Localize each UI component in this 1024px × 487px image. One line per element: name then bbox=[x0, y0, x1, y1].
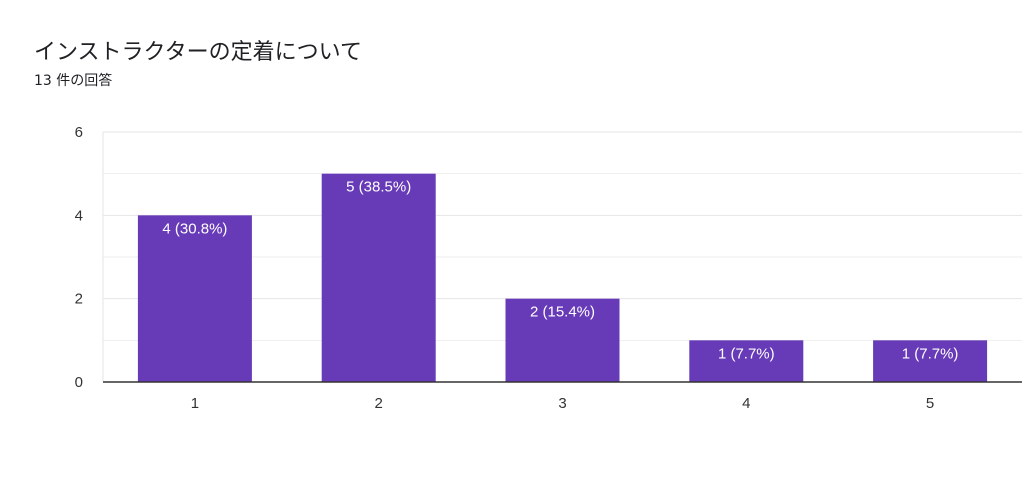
x-tick-label: 5 bbox=[926, 395, 934, 412]
y-tick-label: 4 bbox=[75, 207, 83, 224]
bar-data-label: 4 (30.8%) bbox=[162, 220, 227, 237]
bar-data-label: 5 (38.5%) bbox=[346, 179, 411, 196]
bar bbox=[873, 340, 988, 382]
bar bbox=[321, 173, 436, 382]
x-tick-label: 1 bbox=[191, 395, 199, 412]
y-tick-label: 0 bbox=[75, 374, 83, 391]
bar bbox=[137, 215, 252, 382]
bar bbox=[505, 298, 620, 382]
bar-data-label: 1 (7.7%) bbox=[718, 345, 775, 362]
x-tick-label: 3 bbox=[558, 395, 566, 412]
response-count: 13 件の回答 bbox=[34, 73, 113, 89]
y-tick-label: 2 bbox=[75, 291, 83, 308]
x-tick-label: 2 bbox=[375, 395, 383, 412]
bar bbox=[689, 340, 804, 382]
y-tick-label: 6 bbox=[75, 124, 83, 141]
chart-title: インストラクターの定着について bbox=[34, 40, 363, 65]
bar-data-label: 2 (15.4%) bbox=[530, 304, 595, 321]
x-tick-label: 4 bbox=[742, 395, 750, 412]
bar-data-label: 1 (7.7%) bbox=[902, 345, 959, 362]
